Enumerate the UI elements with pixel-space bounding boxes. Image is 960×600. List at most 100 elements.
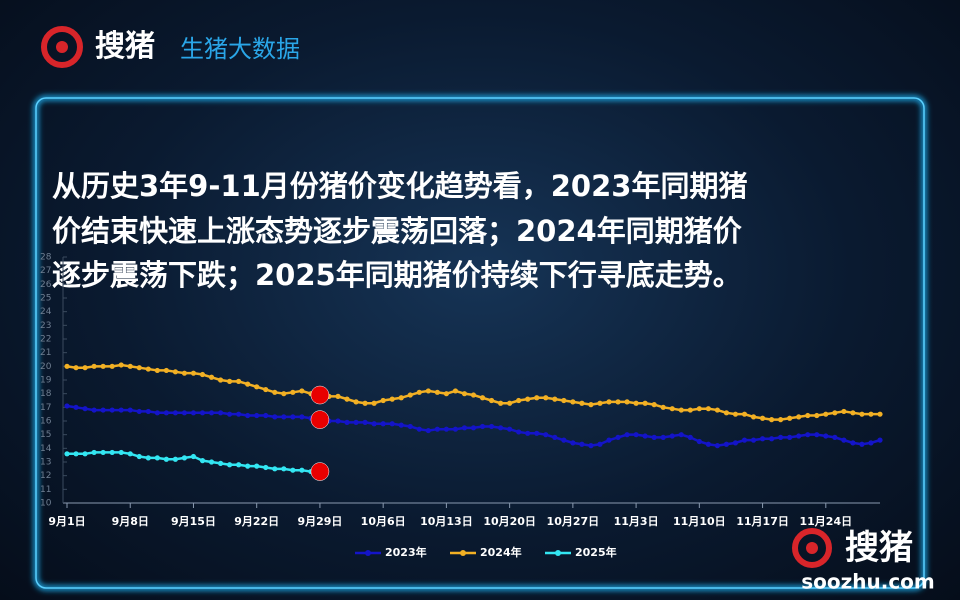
y-tick-label: 27 [40,266,51,276]
y-tick-label: 18 [40,389,52,399]
data-point [615,434,621,440]
data-point [660,404,666,410]
data-point [534,430,540,436]
data-point [850,410,856,416]
data-point [832,410,838,416]
data-point [172,410,178,416]
data-point [859,441,865,447]
data-point [823,411,829,417]
data-point [163,456,169,462]
headline-line: 从历史3年9-11月份猪价变化趋势看，2023年同期猪 [52,169,747,203]
data-point [245,412,251,419]
y-tick-label: 21 [40,348,51,358]
data-point [208,459,215,465]
data-point [127,407,133,413]
y-tick-label: 28 [40,253,52,263]
data-point [109,449,115,456]
data-point [651,402,657,408]
data-point [841,408,847,415]
x-tick-label: 10月20日 [483,515,536,528]
data-point [741,411,748,417]
data-point [859,411,865,417]
y-tick-label: 14 [40,444,52,454]
data-point [145,455,151,461]
y-tick-label: 25 [40,294,51,304]
headline-line: 逐步震荡下跌；2025年同期猪价持续下行寻底走势。 [52,258,742,292]
legend-marker [460,550,466,556]
data-point [579,441,585,447]
data-point [633,432,639,438]
data-point [217,410,224,416]
x-tick-label: 9月15日 [171,515,216,528]
data-point [118,407,124,413]
y-tick-label: 13 [40,458,51,468]
data-point [82,451,88,457]
data-point [479,395,486,401]
data-point [263,464,269,471]
highlight-point [310,385,330,405]
data-point [769,417,775,423]
legend-label: 2023年 [385,545,427,559]
data-point [877,437,883,443]
x-tick-label: 10月27日 [547,515,600,528]
data-point [335,418,341,424]
data-point [534,395,540,401]
y-tick-label: 23 [40,321,51,331]
data-point [805,432,811,438]
data-point [525,430,531,436]
data-point [705,406,711,412]
y-tick-label: 12 [40,471,51,481]
data-point [597,400,603,406]
data-point [678,432,684,438]
data-point [778,417,784,423]
data-point [190,453,197,460]
data-point [91,407,97,413]
data-point [290,389,296,395]
data-point [145,366,151,372]
legend-marker [555,550,561,556]
highlight-point [310,462,330,481]
data-point [588,443,594,449]
data-point [814,432,820,438]
data-point [687,407,693,413]
data-point [552,434,558,440]
data-point [488,423,495,430]
data-point [787,434,793,440]
data-point [814,412,820,419]
data-point [687,434,693,440]
data-point [624,432,630,438]
y-tick-label: 17 [40,403,51,413]
data-point [525,396,531,402]
highlight-point [310,410,330,429]
data-point [127,363,133,369]
legend-label: 2025年 [575,545,617,559]
y-tick-label: 15 [40,430,51,440]
data-point [759,415,766,421]
data-point [769,436,775,442]
x-tick-label: 10月13日 [420,515,473,528]
data-point [145,408,151,415]
data-point [299,414,305,420]
data-point [73,451,79,457]
data-point [714,443,721,449]
data-point [362,400,368,406]
data-point [172,456,178,462]
data-point [705,441,711,447]
data-point [507,426,513,432]
data-point [416,389,422,395]
data-point [371,421,377,427]
data-point [642,433,648,439]
data-point [723,441,730,447]
data-point [154,410,160,416]
data-point [163,367,169,374]
data-point [669,433,675,439]
data-point [344,396,350,402]
data-point [199,458,206,464]
data-point [570,440,576,446]
data-point [82,406,88,412]
data-point [651,434,657,440]
data-point [290,467,296,473]
data-point [470,392,477,398]
data-point [434,426,440,432]
